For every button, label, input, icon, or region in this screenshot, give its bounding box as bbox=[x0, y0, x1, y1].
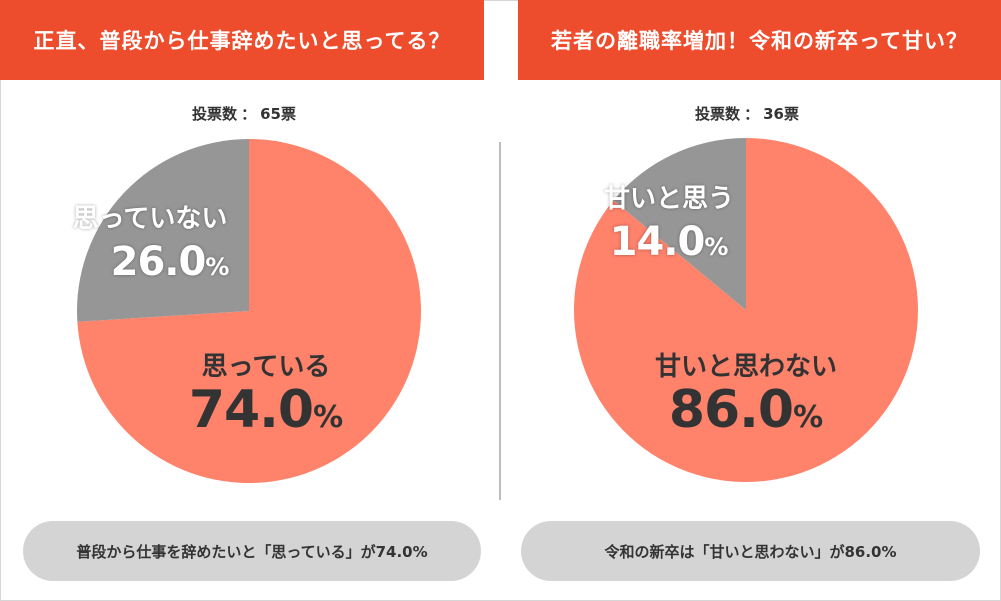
slice-percent-unit: % bbox=[793, 400, 824, 435]
pie-slice-0 bbox=[77, 139, 422, 483]
slice-percent-value: 74.0 bbox=[188, 380, 314, 440]
slice-percent: 74.0% bbox=[176, 382, 356, 450]
slice-label-yes: 思っている 74.0% bbox=[176, 352, 356, 450]
chart-title: 正直、普段から仕事辞めたいと思ってる？ bbox=[0, 0, 484, 80]
slice-percent-value: 26.0 bbox=[110, 239, 207, 285]
slice-label-yes: 甘いと思う 14.0% bbox=[599, 184, 739, 278]
pie-slice-0 bbox=[573, 138, 918, 482]
slice-name: 甘いと思う bbox=[603, 184, 734, 214]
slice-percent: 14.0% bbox=[599, 214, 739, 278]
vote-count-label: 投票数 bbox=[695, 105, 741, 123]
slice-label-no: 思っていない 26.0% bbox=[62, 204, 238, 298]
vote-count-value: 65票 bbox=[260, 105, 296, 123]
poll-panel-left: 正直、普段から仕事辞めたいと思ってる？ 投票数： 65票 思っていない 26.0%… bbox=[0, 0, 500, 601]
panel-divider bbox=[499, 142, 501, 500]
vote-count-value: 36票 bbox=[763, 105, 799, 123]
slice-percent-value: 86.0 bbox=[668, 380, 794, 440]
poll-panel-right: 若者の離職率増加！令和の新卒って甘い？ 投票数： 36票 甘いと思う 14.0% … bbox=[501, 0, 1001, 601]
slice-percent-unit: % bbox=[205, 253, 230, 281]
slice-name: 思っていない bbox=[72, 204, 228, 234]
slice-name: 思っている bbox=[201, 352, 331, 382]
slice-percent-unit: % bbox=[704, 233, 729, 261]
vote-count: 投票数： 36票 bbox=[497, 103, 997, 124]
pie-chart bbox=[573, 138, 918, 482]
summary-pill: 普段から仕事を辞めたいと「思っている」が74.0% bbox=[23, 521, 481, 581]
slice-name: 甘いと思わない bbox=[654, 352, 837, 382]
slice-percent-unit: % bbox=[313, 400, 344, 435]
pie-chart bbox=[77, 139, 422, 483]
vote-count-label: 投票数 bbox=[192, 105, 238, 123]
vote-count-separator: ： bbox=[744, 105, 760, 123]
chart-title: 若者の離職率増加！令和の新卒って甘い？ bbox=[518, 0, 1001, 80]
slice-label-no: 甘いと思わない 86.0% bbox=[641, 352, 851, 450]
pie-slice-1 bbox=[77, 139, 249, 322]
slice-percent: 86.0% bbox=[641, 382, 851, 450]
summary-pill: 令和の新卒は「甘いと思わない」が86.0% bbox=[521, 521, 980, 581]
slice-percent-value: 14.0 bbox=[609, 219, 706, 265]
vote-count-separator: ： bbox=[241, 105, 257, 123]
slice-percent: 26.0% bbox=[62, 234, 238, 298]
vote-count: 投票数： 65票 bbox=[0, 103, 494, 124]
pie-slice-1 bbox=[613, 138, 746, 310]
